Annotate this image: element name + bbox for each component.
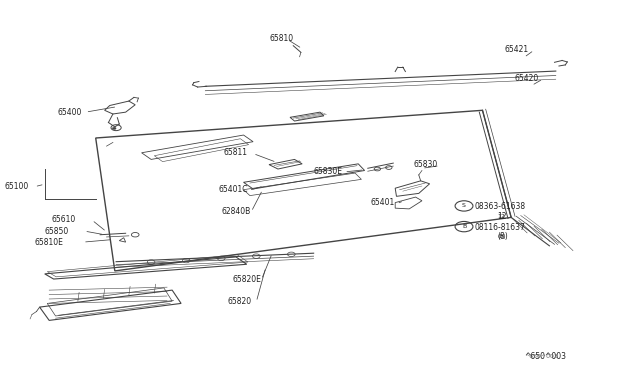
Text: ^650^003: ^650^003 [524,354,558,359]
Text: 65820E: 65820E [232,275,261,283]
Text: 65810E: 65810E [35,238,63,247]
Text: (8): (8) [497,234,506,240]
Text: 65400: 65400 [58,108,82,117]
Text: 12: 12 [497,212,507,221]
Text: 08363-61638: 08363-61638 [474,202,525,211]
Text: 08116-81637: 08116-81637 [474,223,525,232]
Text: 65610: 65610 [51,215,76,224]
Text: 65820: 65820 [228,297,252,306]
Text: 65100: 65100 [4,182,29,191]
Text: 62840B: 62840B [221,206,250,216]
Text: 65850: 65850 [45,227,69,235]
Text: 12: 12 [497,214,505,219]
Text: B: B [462,224,466,229]
Text: 65810: 65810 [269,34,293,43]
Text: 65401: 65401 [371,199,396,208]
Circle shape [112,127,116,129]
Text: 65811: 65811 [223,148,247,157]
Text: S: S [462,203,466,208]
Text: 65420: 65420 [515,74,539,83]
Text: (8): (8) [497,232,508,241]
Text: ^650^003: ^650^003 [524,352,566,361]
Text: 65830E: 65830E [314,167,342,176]
Text: 65401C: 65401C [218,185,248,194]
Text: 65830: 65830 [413,160,437,169]
Text: 65421: 65421 [505,45,529,54]
